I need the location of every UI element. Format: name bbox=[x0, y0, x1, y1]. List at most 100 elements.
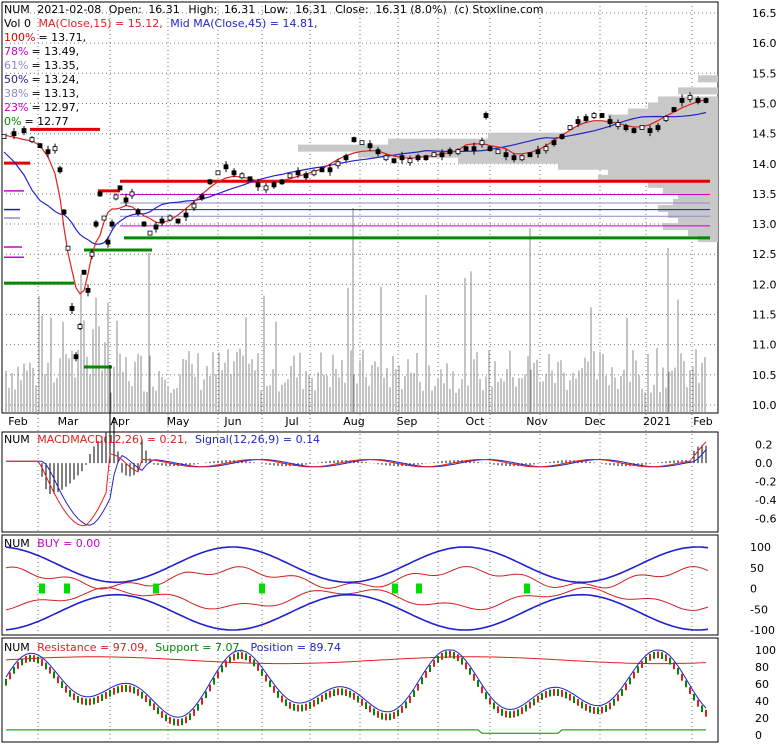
price-candle-body bbox=[631, 128, 637, 133]
price-candle-body bbox=[407, 158, 413, 164]
x-tick: Feb bbox=[693, 415, 712, 428]
price-series bbox=[3, 99, 707, 295]
price-candle-body bbox=[607, 119, 613, 124]
price-candle-body bbox=[423, 155, 429, 161]
x-tick: Jul bbox=[284, 415, 298, 428]
open-label: Open: bbox=[109, 3, 142, 16]
x-tick: Nov bbox=[526, 415, 548, 428]
price-candle-body bbox=[471, 146, 477, 152]
buy-marker bbox=[259, 583, 265, 594]
price-y-tick: 12.0 bbox=[752, 278, 777, 291]
volume-profile-bar bbox=[678, 87, 718, 95]
price-header: NUM 2021-02-08 Open: 16.31 High: 16.31 L… bbox=[4, 3, 543, 16]
volume-profile-bar bbox=[608, 168, 718, 176]
price-candle-body bbox=[655, 125, 661, 130]
price-candle-body bbox=[21, 128, 27, 133]
volume-profile-bar bbox=[458, 156, 718, 164]
price-candle-body bbox=[69, 306, 75, 311]
price-candle-body bbox=[375, 149, 381, 155]
price-candle-body bbox=[223, 164, 229, 170]
price-candle-body bbox=[37, 143, 43, 149]
srp-y-tick: 20 bbox=[755, 712, 769, 725]
macd-y-tick: 0.2 bbox=[755, 439, 773, 452]
buy-y-tick: 0 bbox=[750, 583, 757, 596]
price-candle-body bbox=[93, 221, 99, 227]
srp-y-tick: 60 bbox=[755, 678, 769, 691]
support-line bbox=[6, 729, 706, 734]
price-candle-body bbox=[359, 140, 365, 146]
price-candle-body bbox=[247, 176, 253, 182]
fib-pct: 61% bbox=[4, 59, 28, 72]
fib-label: 0% = 12.77 bbox=[4, 115, 69, 128]
buy-outer-lower bbox=[5, 593, 709, 631]
macd-y-tick: -0.4 bbox=[755, 494, 776, 507]
x-tick: Dec bbox=[584, 415, 605, 428]
price-candle-body bbox=[65, 245, 71, 251]
x-tick: Jun bbox=[223, 415, 241, 428]
price-candle-body bbox=[81, 269, 87, 275]
vol-label: Vol 0 bbox=[4, 17, 31, 30]
price-y-tick: 14.5 bbox=[752, 128, 777, 141]
macd-line bbox=[6, 441, 707, 527]
price-candle-body bbox=[431, 152, 437, 158]
price-candle-body bbox=[105, 239, 111, 245]
macd-y-tick: -0.6 bbox=[755, 513, 776, 526]
buy-marker bbox=[39, 583, 45, 594]
volume-profile-bar bbox=[658, 96, 718, 104]
price-candle-body bbox=[101, 215, 107, 221]
price-candle-body bbox=[327, 167, 333, 173]
price-y-tick: 11.5 bbox=[752, 309, 777, 322]
price-candle-body bbox=[383, 155, 389, 161]
price-candle-body bbox=[455, 149, 461, 155]
price-candle-body bbox=[695, 98, 701, 103]
price-candle-body bbox=[623, 125, 629, 130]
price-candle-body bbox=[52, 146, 58, 152]
price-candle-body bbox=[57, 167, 63, 173]
macd-header: NUM MACDMACD(12,26) = 0.21, Signal(12,26… bbox=[4, 433, 320, 446]
volume-profile-bar bbox=[668, 211, 718, 219]
price-candle-body bbox=[129, 191, 135, 197]
volume-profile-bar bbox=[678, 192, 718, 200]
macd-panel-frame bbox=[1, 431, 719, 533]
price-candle-body bbox=[615, 122, 621, 127]
price-candle-body bbox=[29, 137, 35, 143]
macd-series bbox=[6, 364, 707, 527]
price-candle-body bbox=[367, 143, 373, 149]
x-tick: Aug bbox=[343, 415, 364, 428]
macd-y-tick: -0.2 bbox=[755, 476, 776, 489]
resistance-line bbox=[5, 656, 707, 665]
buy-marker bbox=[64, 583, 70, 594]
price-y-tick: 14.0 bbox=[752, 158, 777, 171]
price-candle-body bbox=[559, 134, 565, 140]
open-value: 16.31 bbox=[148, 3, 180, 16]
volume-profile-bar bbox=[488, 132, 718, 140]
fib-label: 61% = 13.35, bbox=[4, 59, 79, 72]
price-candle-body bbox=[351, 137, 357, 143]
price-candle-body bbox=[703, 98, 709, 103]
volume-profile-bar bbox=[568, 126, 718, 134]
price-candle-body bbox=[231, 170, 237, 176]
price-candle-body bbox=[167, 215, 173, 221]
price-candle-body bbox=[113, 194, 119, 200]
ma45-line bbox=[3, 111, 707, 245]
srp-symbol: NUM bbox=[4, 641, 30, 654]
price-candle-body bbox=[97, 191, 103, 197]
buy-marker bbox=[392, 583, 398, 594]
srp-y-tick: 80 bbox=[755, 661, 769, 674]
fib-label: 50% = 13.24, bbox=[4, 73, 79, 86]
low-value: 16.31 bbox=[295, 3, 327, 16]
price-candle-body bbox=[663, 116, 669, 121]
fib-label: 23% = 12.97, bbox=[4, 101, 79, 114]
price-candle-body bbox=[599, 113, 605, 118]
price-candle-body bbox=[447, 149, 453, 155]
fib-value: = 13.13, bbox=[31, 87, 79, 100]
price-candle-body bbox=[495, 149, 501, 155]
low-label: Low: bbox=[264, 3, 289, 16]
price-candle-body bbox=[687, 95, 693, 100]
macd-signal: Signal(12,26,9) = 0.14 bbox=[195, 433, 320, 446]
price-candle-body bbox=[255, 182, 261, 188]
price-candle-body bbox=[487, 146, 493, 152]
fib-value: = 12.97, bbox=[31, 101, 79, 114]
ma45-label: Mid MA(Close,45) = 14.81, bbox=[170, 17, 317, 30]
